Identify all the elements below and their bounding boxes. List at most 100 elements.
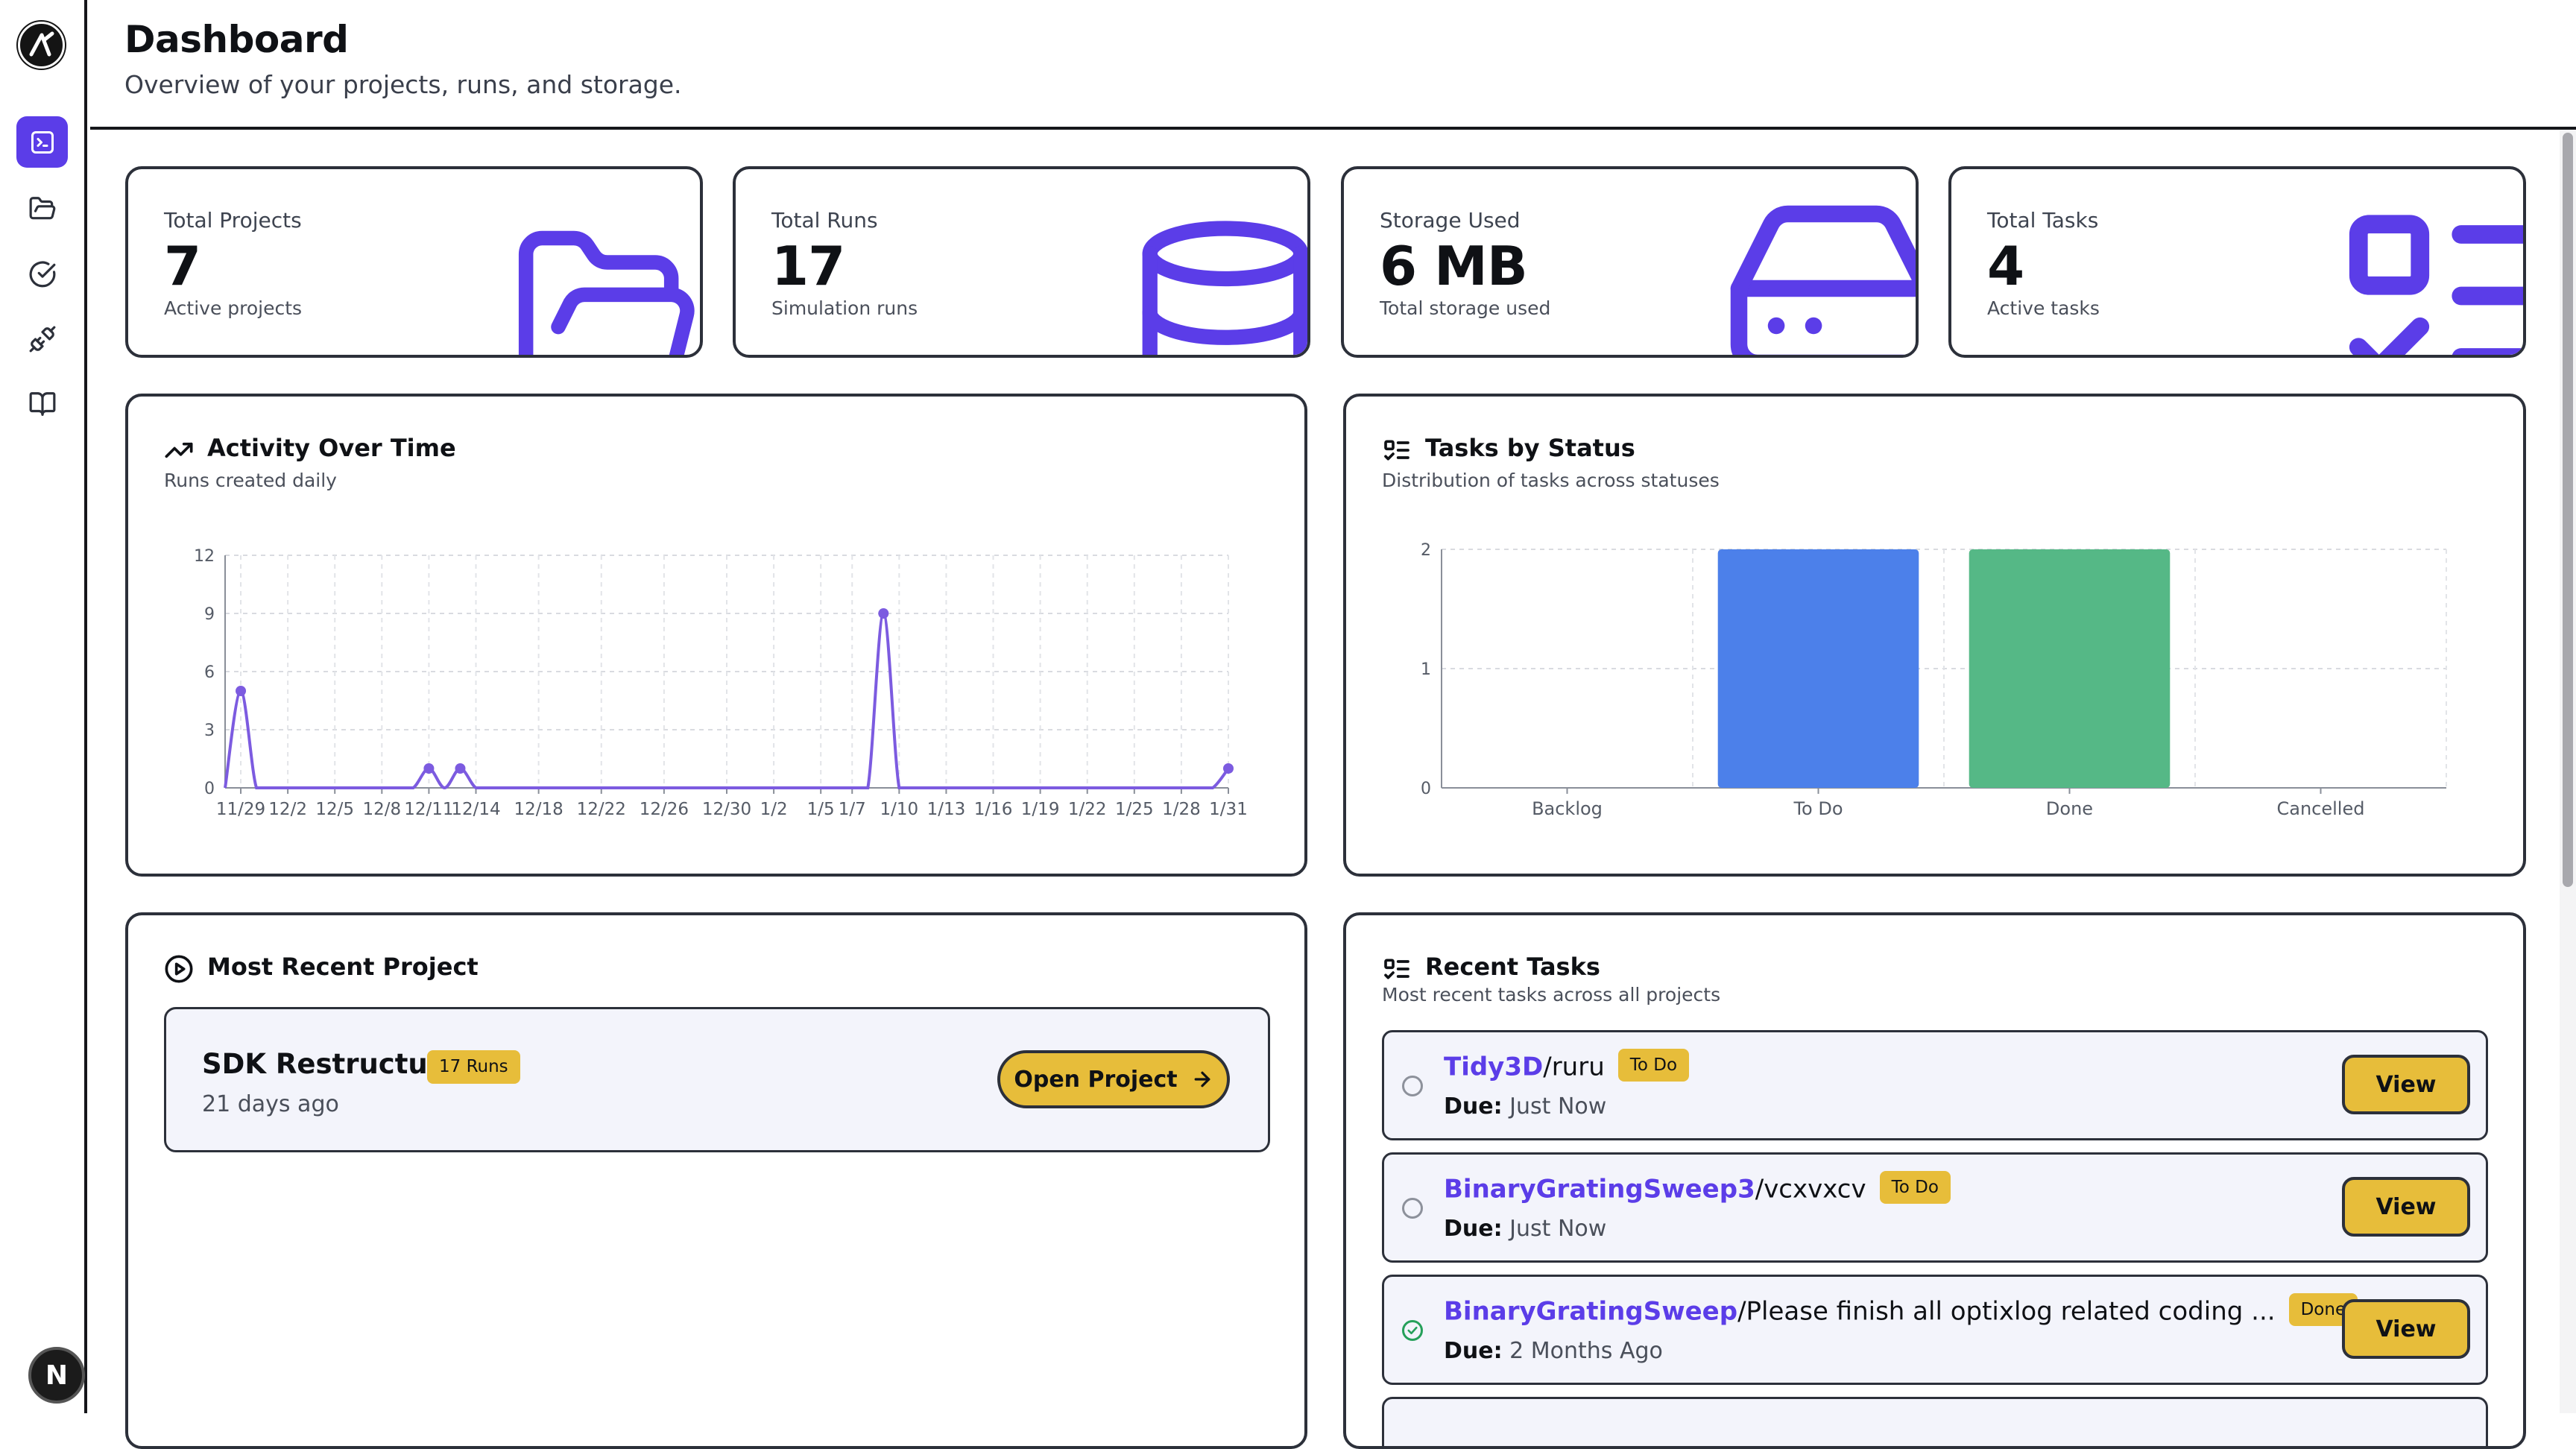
tasks-status-subtitle: Distribution of tasks across statuses bbox=[1382, 470, 1720, 491]
x-tick-label: 1/28 bbox=[1162, 800, 1201, 819]
activity-title: Activity Over Time bbox=[207, 434, 456, 462]
x-tick-label: 1/25 bbox=[1115, 800, 1154, 819]
task-status-radio[interactable] bbox=[1402, 1198, 1423, 1219]
page-scrollbar[interactable] bbox=[2560, 130, 2576, 1413]
open-project-button[interactable]: Open Project bbox=[997, 1050, 1230, 1108]
stat-value: 6 MB bbox=[1380, 235, 1528, 297]
x-tick-label: 12/11 bbox=[404, 800, 453, 819]
task-status-radio[interactable] bbox=[1402, 1320, 1423, 1341]
stat-sub: Simulation runs bbox=[771, 297, 918, 319]
x-tick-label: 1/19 bbox=[1021, 800, 1060, 819]
x-tick-label: 12/8 bbox=[362, 800, 401, 819]
task-name: /vcxvxcv bbox=[1755, 1174, 1866, 1205]
activity-subtitle: Runs created daily bbox=[164, 470, 337, 491]
view-task-button[interactable]: View bbox=[2342, 1177, 2470, 1237]
task-heading: Tidy3D/ruru To Do bbox=[1444, 1049, 1690, 1085]
recent-tasks-subtitle: Most recent tasks across all projects bbox=[1382, 984, 1721, 1006]
stat-label: Total Runs bbox=[771, 208, 878, 233]
x-tick-label: To Do bbox=[1793, 798, 1843, 819]
data-point bbox=[423, 763, 435, 774]
stat-sub: Active projects bbox=[164, 297, 303, 319]
scrollbar-thumb[interactable] bbox=[2563, 133, 2573, 887]
view-task-button[interactable]: View bbox=[2342, 1055, 2470, 1114]
x-tick-label: 1/5 bbox=[807, 800, 835, 819]
folder-icon bbox=[29, 196, 55, 219]
x-tick-label: 1/2 bbox=[760, 800, 788, 819]
book-icon bbox=[29, 391, 55, 416]
tasks-status-card: Tasks by Status Distribution of tasks ac… bbox=[1343, 394, 2526, 877]
task-project-link[interactable]: Tidy3D bbox=[1444, 1052, 1544, 1082]
arrow-right-icon bbox=[1194, 1071, 1210, 1087]
y-tick-label: 0 bbox=[1421, 780, 1431, 798]
task-heading: BinaryGratingSweep/Please finish all opt… bbox=[1444, 1293, 2358, 1329]
nav-integrations[interactable] bbox=[16, 313, 68, 364]
due-value: Just Now bbox=[1509, 1216, 1607, 1242]
trending-up-icon bbox=[165, 442, 193, 458]
x-tick-label: 12/5 bbox=[315, 800, 354, 819]
status-bar-chart: 0 1 2 Backlog To Do Done Cancelled bbox=[1421, 541, 2447, 819]
stat-value: 4 bbox=[1987, 235, 2024, 297]
x-tick-label: 12/2 bbox=[268, 800, 307, 819]
x-tick-label: Done bbox=[2046, 798, 2093, 819]
nav-projects[interactable] bbox=[16, 183, 68, 234]
task-due: Due: Just Now bbox=[1444, 1093, 1606, 1120]
task-status-badge: To Do bbox=[1879, 1171, 1951, 1204]
terminal-icon bbox=[31, 130, 54, 154]
task-status-radio[interactable] bbox=[1402, 1076, 1423, 1096]
task-due: Due: Just Now bbox=[1444, 1216, 1606, 1242]
nav-terminal[interactable] bbox=[16, 116, 68, 168]
bar-done bbox=[1969, 549, 2171, 788]
y-tick-label: 6 bbox=[204, 663, 215, 682]
page-title: Dashboard bbox=[124, 18, 349, 61]
stat-card-tasks: Total Tasks 4 Active tasks bbox=[1948, 166, 2526, 358]
recent-tasks-title: Recent Tasks bbox=[1425, 953, 1600, 981]
task-item[interactable]: BinaryGratingSweep/Please finish all opt… bbox=[1382, 1275, 2488, 1385]
recent-project-card: Most Recent Project SDK Restructure 17 R… bbox=[125, 912, 1307, 1449]
activity-card: Activity Over Time Runs created daily 0 3… bbox=[125, 394, 1307, 877]
x-tick-label: 1/31 bbox=[1209, 800, 1248, 819]
task-project-link[interactable]: BinaryGratingSweep bbox=[1444, 1296, 1738, 1327]
task-item[interactable]: BinaryGratingSweep3/vcxvxcv To Do Due: Ju… bbox=[1382, 1152, 2488, 1263]
stat-sub: Active tasks bbox=[1987, 297, 2100, 319]
x-tick-label: 12/22 bbox=[577, 800, 626, 819]
page-header: Dashboard Overview of your projects, run… bbox=[90, 0, 2576, 130]
nav-tasks[interactable] bbox=[16, 248, 68, 300]
task-item[interactable]: Tidy3D/ruru To Do Due: Just Now View bbox=[1382, 1030, 2488, 1140]
check-circle-icon bbox=[29, 261, 55, 287]
stat-label: Total Tasks bbox=[1987, 208, 2099, 233]
y-tick-label: 12 bbox=[194, 547, 215, 566]
x-tick-label: 12/26 bbox=[640, 800, 689, 819]
sidebar: N bbox=[0, 0, 87, 1413]
task-item[interactable] bbox=[1382, 1397, 2488, 1446]
due-label: Due: bbox=[1444, 1093, 1503, 1120]
task-name: /ruru bbox=[1543, 1052, 1605, 1082]
x-tick-label: 1/16 bbox=[974, 800, 1013, 819]
stat-value: 17 bbox=[771, 235, 845, 297]
x-tick-label: 1/10 bbox=[880, 800, 919, 819]
runs-badge: 17 Runs bbox=[427, 1050, 520, 1084]
stat-value: 7 bbox=[164, 235, 201, 297]
project-name: SDK Restructure bbox=[202, 1048, 461, 1080]
recent-project-title: Most Recent Project bbox=[207, 953, 479, 981]
nav-docs[interactable] bbox=[16, 378, 68, 429]
x-tick-label: Backlog bbox=[1532, 798, 1603, 819]
view-task-button[interactable]: View bbox=[2342, 1299, 2470, 1359]
x-tick-label: 1/13 bbox=[927, 800, 966, 819]
app-logo[interactable] bbox=[16, 20, 66, 70]
database-icon bbox=[1142, 221, 1307, 355]
x-tick-label: 1/22 bbox=[1068, 800, 1107, 819]
x-tick-label: Cancelled bbox=[2277, 798, 2365, 819]
due-label: Due: bbox=[1444, 1216, 1503, 1242]
task-project-link[interactable]: BinaryGratingSweep3 bbox=[1444, 1174, 1755, 1205]
recent-tasks-card: Recent Tasks Most recent tasks across al… bbox=[1343, 912, 2526, 1449]
activity-series-line bbox=[224, 611, 1230, 790]
user-avatar[interactable]: N bbox=[28, 1347, 85, 1404]
play-circle-icon bbox=[165, 955, 193, 983]
recent-project-item[interactable]: SDK Restructure 17 Runs 21 days ago Open… bbox=[164, 1007, 1270, 1152]
plug-icon bbox=[29, 326, 55, 352]
y-tick-label: 3 bbox=[204, 722, 215, 740]
y-tick-label: 2 bbox=[1421, 541, 1431, 560]
data-point bbox=[878, 608, 889, 619]
stat-label: Storage Used bbox=[1380, 208, 1521, 233]
